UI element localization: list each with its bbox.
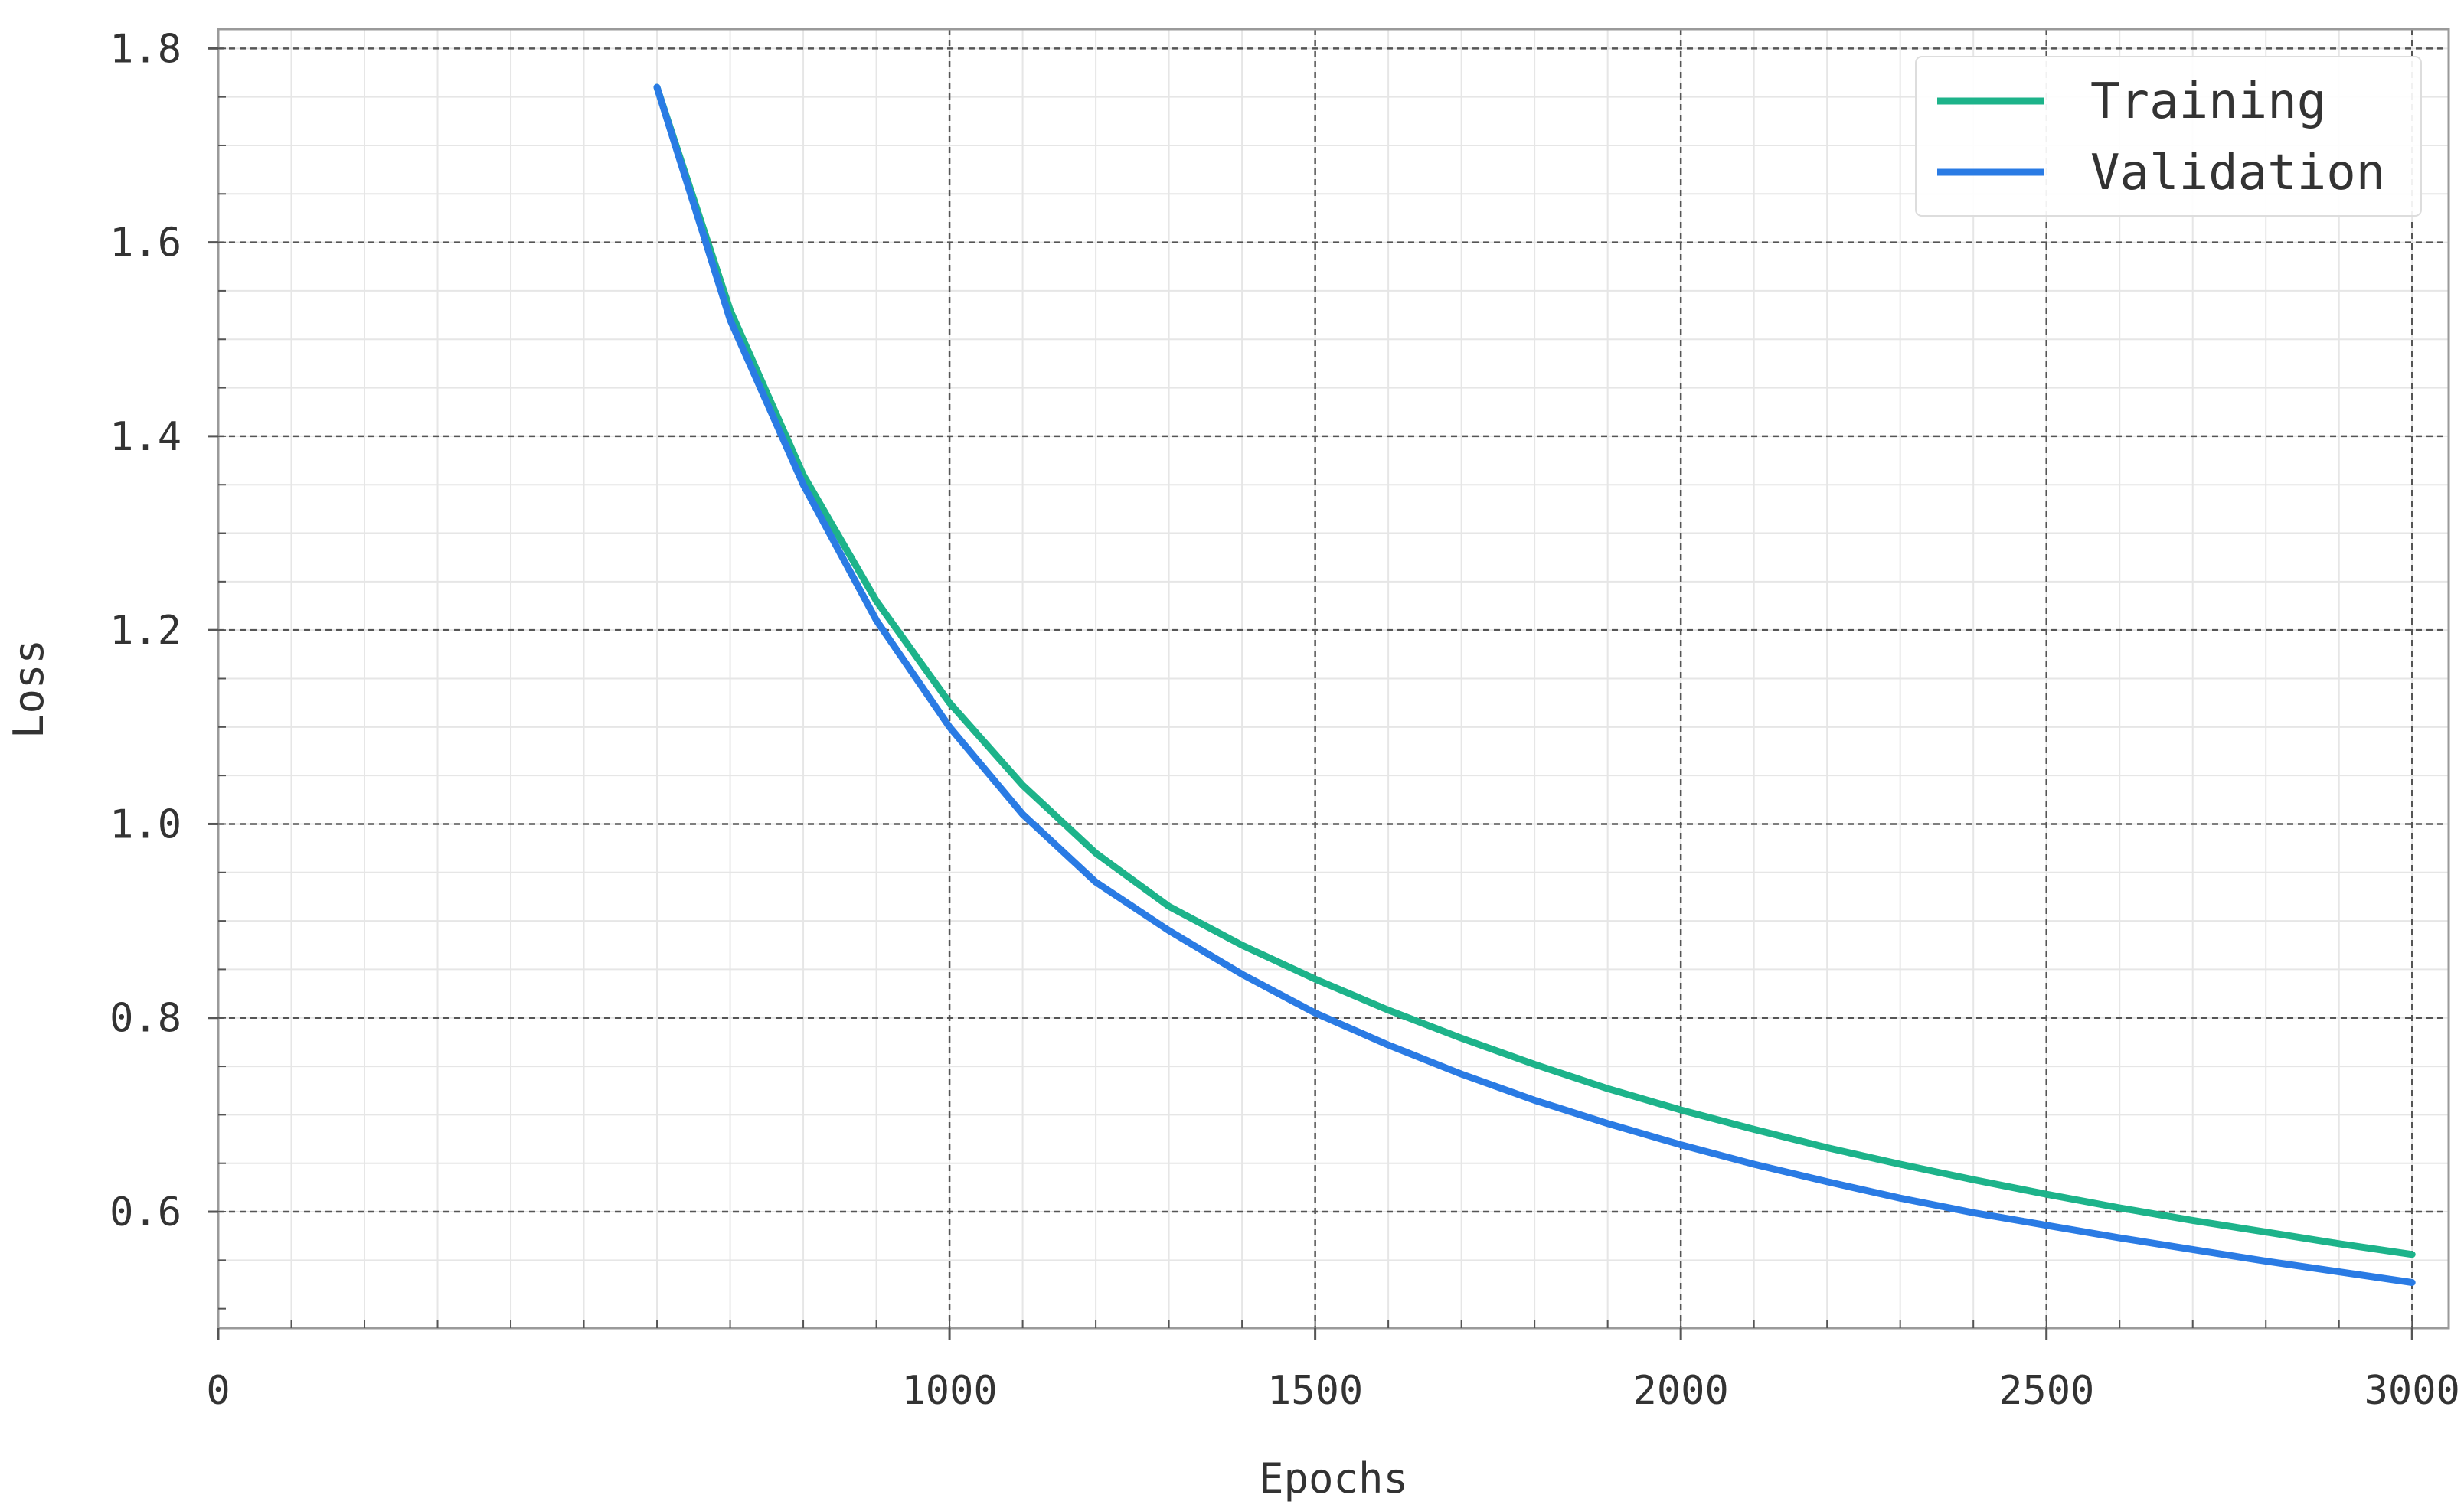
y-axis-ticks: 0.6 0.8 1.0 1.2 1.4 1.6 1.8 <box>109 26 226 1310</box>
x-tick-label: 1500 <box>1267 1368 1363 1414</box>
y-tick-label: 0.6 <box>109 1190 181 1235</box>
series-line-training <box>653 83 2416 1258</box>
y-axis-title: Loss <box>5 639 53 739</box>
legend-box <box>1915 56 2422 217</box>
legend-label-validation: Validation <box>2090 145 2385 201</box>
legend-label-training: Training <box>2090 73 2326 130</box>
x-axis-ticks: 0 1000 1500 2000 2500 3000 <box>206 1320 2460 1414</box>
y-tick-label: 1.2 <box>109 608 181 654</box>
x-tick-label: 2500 <box>1998 1368 2094 1414</box>
x-tick-label: 1000 <box>901 1368 997 1414</box>
y-tick-label: 1.4 <box>109 414 181 460</box>
y-tick-label: 0.8 <box>109 996 181 1042</box>
y-tick-label: 1.8 <box>109 26 181 72</box>
series-line-validation <box>653 83 2416 1286</box>
minor-grid <box>218 29 2449 1328</box>
x-tick-label: 0 <box>206 1368 230 1414</box>
x-axis-title: Epochs <box>1259 1454 1408 1503</box>
y-tick-label: 1.0 <box>109 801 181 847</box>
legend: Training Validation <box>1915 56 2422 217</box>
x-tick-label: 2000 <box>1633 1368 1729 1414</box>
x-tick-label: 3000 <box>2364 1368 2460 1414</box>
series-layer <box>653 83 2416 1286</box>
y-tick-label: 1.6 <box>109 220 181 266</box>
